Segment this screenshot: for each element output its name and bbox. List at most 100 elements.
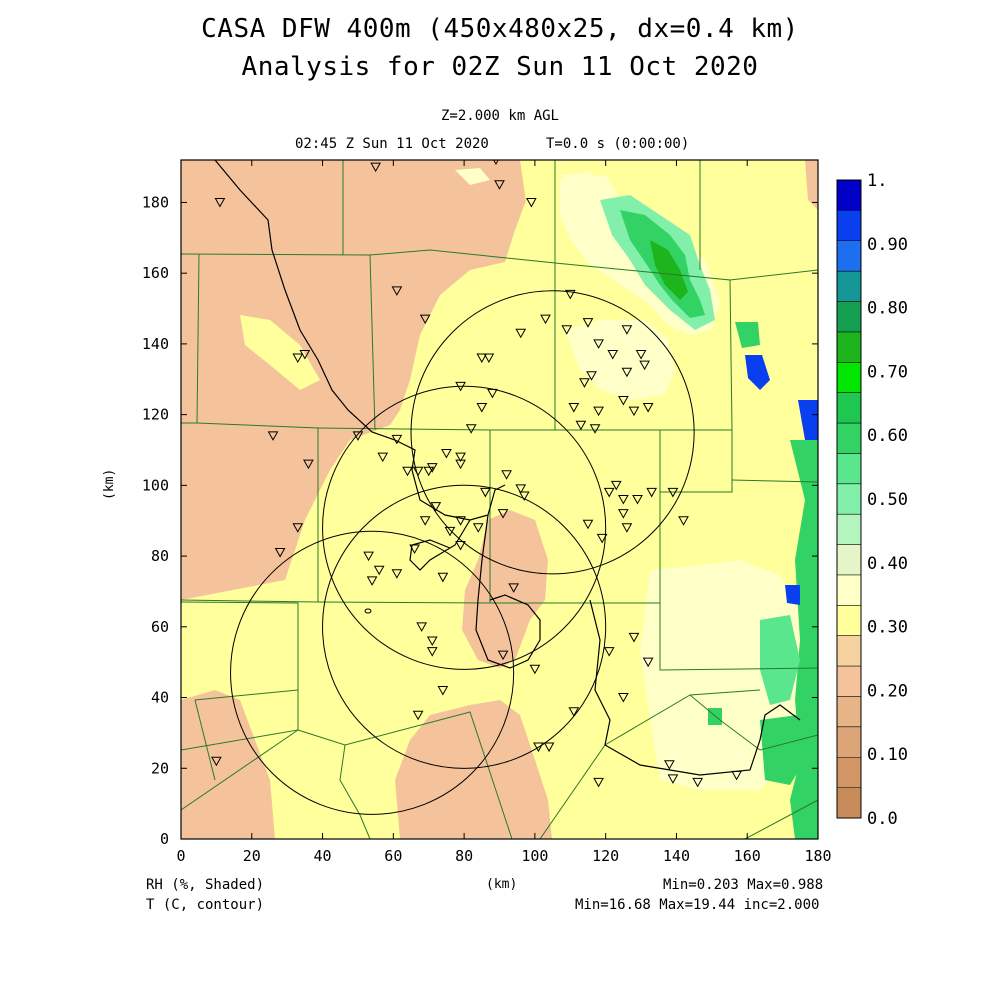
colorbar-swatch — [837, 574, 861, 606]
colorbar-swatch — [837, 757, 861, 789]
colorbar-swatch — [837, 331, 861, 363]
station-marker — [515, 484, 527, 494]
station-marker — [430, 502, 442, 512]
colorbar-swatch — [837, 453, 861, 485]
rh-very-moist-cell-1 — [745, 355, 770, 390]
station-marker — [678, 516, 689, 526]
station-marker — [610, 480, 622, 491]
station-marker — [618, 693, 629, 703]
station-marker — [628, 632, 640, 643]
colorbar-swatch — [837, 514, 861, 546]
colorbar-swatch — [837, 240, 861, 272]
station-marker — [632, 495, 643, 505]
rh-moderate-lobe-west — [240, 315, 320, 390]
station-marker — [479, 487, 491, 498]
y-tick-label: 20 — [151, 759, 169, 777]
station-markers — [211, 160, 742, 788]
county-boundaries — [181, 160, 818, 839]
station-marker — [607, 350, 619, 360]
station-marker — [412, 710, 424, 721]
station-marker — [667, 774, 679, 784]
station-marker — [621, 367, 633, 378]
station-marker — [603, 647, 615, 657]
station-marker — [363, 551, 374, 562]
rh-moist-cell-3 — [650, 240, 688, 300]
station-marker — [292, 523, 304, 533]
colorbar-label: 0.50 — [867, 490, 908, 510]
footer-field-label-t: T (C, contour) — [146, 897, 265, 913]
station-marker — [377, 452, 389, 463]
t-min-max: Min=16.68 Max=19.44 inc=2.000 — [575, 897, 820, 913]
rh-moist-cell-8 — [708, 708, 722, 725]
colorbar-label: 0.80 — [867, 299, 908, 319]
station-marker — [533, 742, 544, 753]
colorbar-label: 0.90 — [867, 235, 908, 255]
level-label: Z=2.000 km AGL — [440, 108, 559, 124]
station-marker — [497, 650, 509, 661]
x-tick-label: 80 — [455, 847, 473, 865]
y-tick-label: 80 — [151, 547, 169, 565]
station-marker — [568, 707, 580, 717]
station-marker — [575, 420, 587, 431]
station-marker — [543, 742, 555, 753]
x-tick-label: 120 — [592, 847, 619, 865]
footer-field-label-rh: RH (%, Shaded) — [146, 877, 265, 893]
forecast-time-label: T=0.0 s (0:00:00) — [546, 136, 690, 152]
station-marker — [211, 756, 222, 767]
station-marker — [639, 360, 650, 371]
colorbar-swatch — [837, 423, 861, 454]
station-marker — [412, 466, 424, 477]
radar-range-ring-1 — [322, 385, 607, 670]
station-marker — [731, 770, 742, 781]
y-tick-label: 140 — [142, 335, 169, 353]
colorbar-swatch — [837, 787, 861, 819]
station-marker — [444, 526, 456, 537]
station-marker — [621, 523, 633, 533]
rh-dry-region-sw — [181, 690, 275, 839]
y-tick-label: 0 — [160, 830, 169, 848]
station-marker — [299, 350, 311, 360]
radar-range-ring-2 — [410, 290, 695, 575]
station-marker — [589, 424, 601, 434]
station-marker — [391, 569, 403, 579]
station-marker — [561, 325, 573, 335]
valid-time-label: 02:45 Z Sun 11 Oct 2020 — [295, 136, 489, 152]
station-marker — [426, 647, 438, 657]
y-tick-label: 120 — [142, 406, 169, 424]
station-marker — [437, 685, 449, 696]
station-marker — [292, 353, 304, 364]
colorbar-swatch — [837, 362, 861, 394]
x-tick-label: 0 — [176, 847, 185, 865]
colorbar-label: 0.30 — [867, 618, 908, 638]
colorbar-swatch — [837, 180, 861, 211]
station-marker — [586, 371, 597, 381]
station-marker — [267, 431, 279, 441]
colorbar-label: 0.70 — [867, 362, 908, 382]
station-marker — [472, 523, 484, 533]
shaded-field — [181, 160, 818, 839]
station-marker — [664, 760, 675, 770]
station-marker — [391, 434, 403, 445]
station-marker — [465, 424, 477, 434]
axis-tick-labels: 0 20 40 60 80 100 120 140 160 180 0 20 40 60 80 100 120 1… — [142, 193, 832, 865]
rh-very-moist-cell-3 — [785, 585, 800, 605]
station-marker — [455, 381, 466, 392]
station-marker — [366, 576, 378, 586]
station-marker — [494, 180, 505, 190]
station-marker — [497, 509, 509, 519]
station-marker — [402, 466, 413, 477]
radar-range-ring-3 — [230, 530, 515, 815]
station-marker — [568, 403, 580, 413]
station-marker — [564, 289, 576, 300]
x-tick-label: 180 — [804, 847, 831, 865]
colorbar-swatch — [837, 544, 861, 576]
station-marker — [635, 350, 647, 360]
temperature-contours — [214, 160, 801, 776]
colorbar-label: 0.40 — [867, 554, 908, 574]
x-tick-label: 100 — [521, 847, 548, 865]
station-marker — [582, 318, 594, 328]
rh-very-moist-cell-2 — [798, 400, 818, 440]
colorbar-label: 0.10 — [867, 745, 908, 765]
station-marker — [409, 544, 420, 555]
